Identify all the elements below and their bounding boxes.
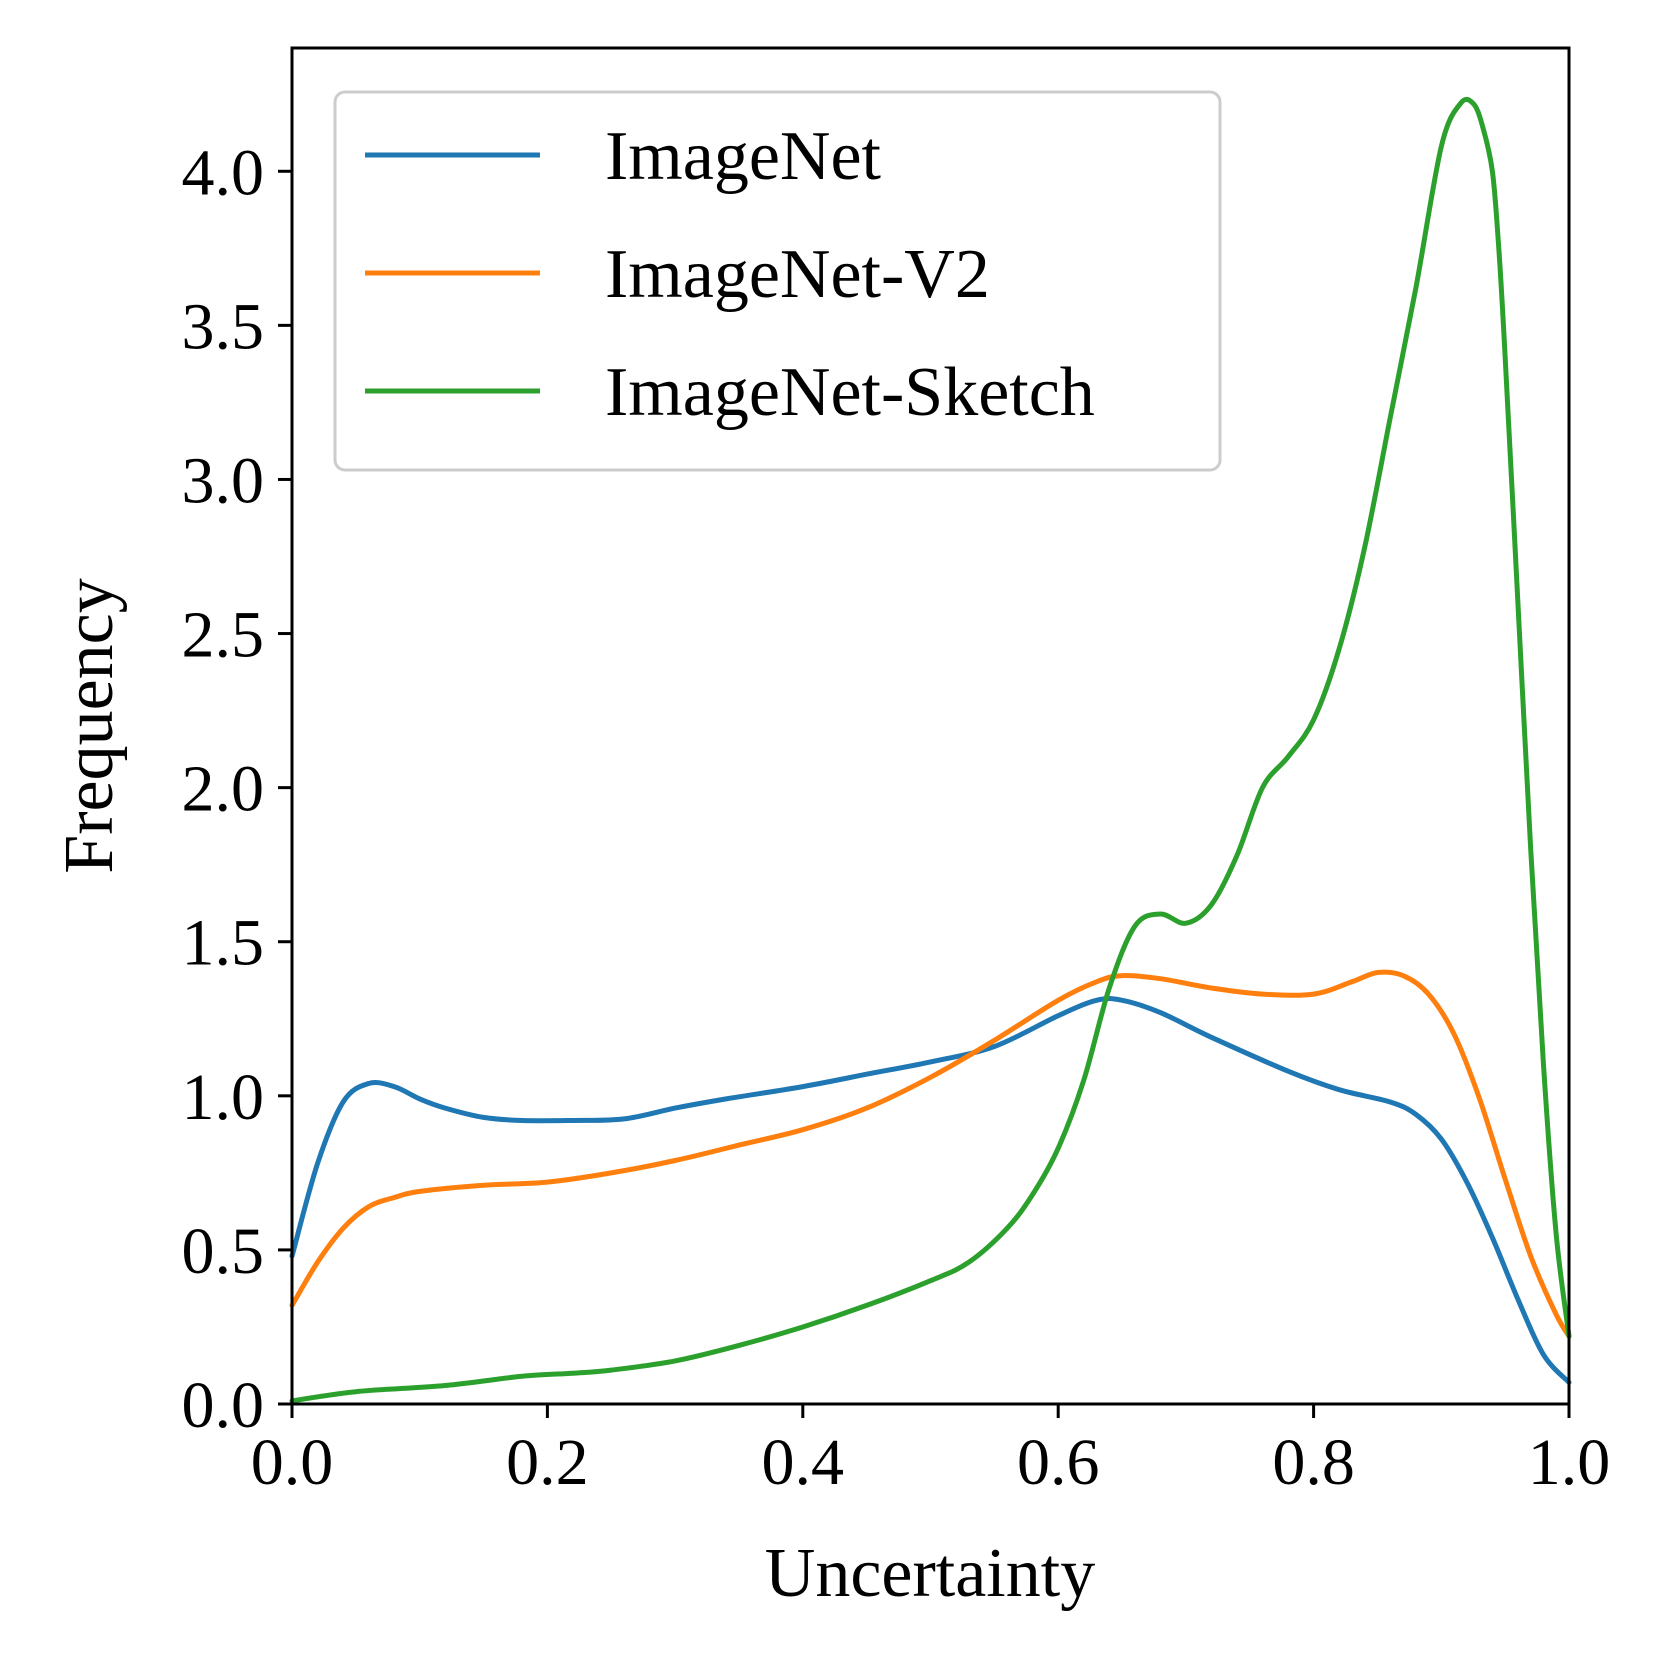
y-tick-label: 1.5 xyxy=(182,907,265,980)
y-tick-label: 2.0 xyxy=(182,753,265,826)
x-tick-label: 0.6 xyxy=(1017,1426,1100,1499)
series-line-imagenet xyxy=(289,996,1572,1385)
legend-box xyxy=(333,90,1222,472)
series-lines xyxy=(289,96,1572,1404)
legend-label-imagenet-v2: ImageNet-V2 xyxy=(605,236,990,313)
y-tick-label: 1.0 xyxy=(182,1061,265,1134)
x-tick-label: 0.2 xyxy=(506,1426,589,1499)
y-tick-label: 3.5 xyxy=(182,290,265,363)
y-axis: 0.0 0.5 1.0 1.5 2.0 2.5 3.0 3.5 4.0 xyxy=(182,136,292,1442)
plot-frame xyxy=(290,46,1571,1406)
legend: ImageNet ImageNet-V2 ImageNet-Sketch xyxy=(333,90,1222,472)
y-tick-label: 2.5 xyxy=(182,599,265,672)
x-tick-label: 0.8 xyxy=(1272,1426,1355,1499)
y-tick-label: 0.5 xyxy=(182,1215,265,1288)
x-axis-label: Uncertainty xyxy=(765,1535,1095,1612)
series-line-imagenet-v2 xyxy=(289,969,1572,1339)
x-tick-label: 1.0 xyxy=(1528,1426,1611,1499)
y-axis-label: Frequency xyxy=(51,578,128,873)
legend-label-imagenet: ImageNet xyxy=(605,118,882,195)
legend-label-imagenet-sketch: ImageNet-Sketch xyxy=(605,354,1095,431)
series-line-imagenet-sketch xyxy=(289,96,1572,1404)
y-tick-label: 4.0 xyxy=(182,136,265,209)
y-tick-label: 0.0 xyxy=(182,1369,265,1442)
x-tick-label: 0.4 xyxy=(762,1426,845,1499)
y-tick-label: 3.0 xyxy=(182,444,265,517)
x-tick-label: 0.0 xyxy=(251,1426,334,1499)
x-axis: 0.0 0.2 0.4 0.6 0.8 1.0 xyxy=(251,1404,1611,1499)
